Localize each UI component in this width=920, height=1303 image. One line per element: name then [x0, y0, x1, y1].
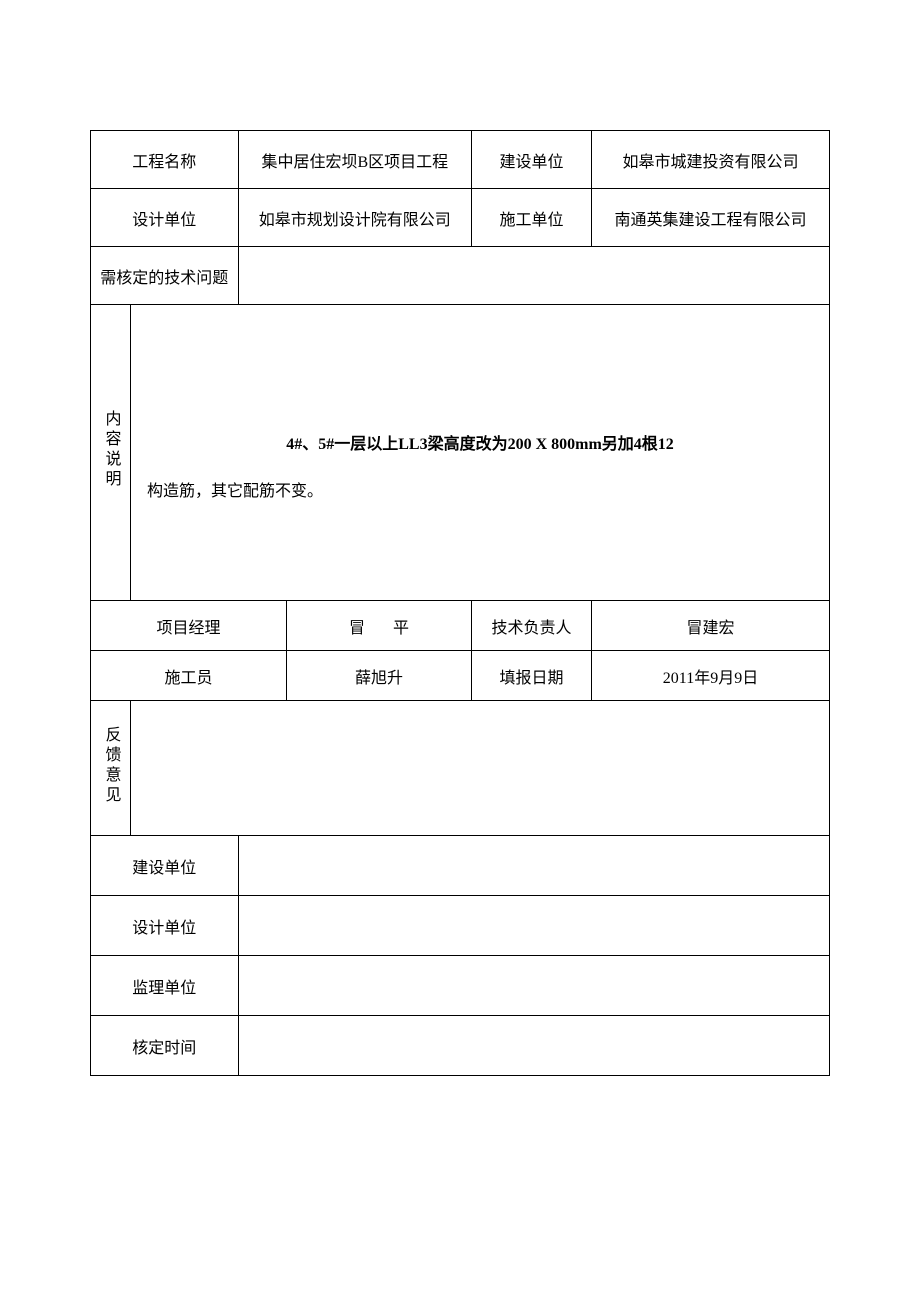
- fb-construction-unit-row: 建设单位: [91, 836, 830, 896]
- fb-construction-unit-label: 建设单位: [91, 836, 239, 896]
- worker-row: 施工员 薛旭升 填报日期 2011年9月9日: [91, 651, 830, 701]
- fb-supervision-unit-row: 监理单位: [91, 956, 830, 1016]
- tech-lead-label: 技术负责人: [472, 601, 592, 651]
- report-date-value: 2011年9月9日: [592, 651, 830, 701]
- worker-label: 施工员: [91, 651, 287, 701]
- fb-confirm-time-value: [238, 1016, 829, 1076]
- fb-supervision-unit-label: 监理单位: [91, 956, 239, 1016]
- project-name-value: 集中居住宏坝B区项目工程: [238, 131, 471, 189]
- fb-construction-unit-value: [238, 836, 829, 896]
- project-name-label: 工程名称: [91, 131, 239, 189]
- fb-supervision-unit-value: [238, 956, 829, 1016]
- fb-design-unit-value: [238, 896, 829, 956]
- contractor-value: 南通英集建设工程有限公司: [592, 189, 830, 247]
- fb-confirm-time-label: 核定时间: [91, 1016, 239, 1076]
- project-name-row: 工程名称 集中居住宏坝B区项目工程 建设单位 如皋市城建投资有限公司: [91, 131, 830, 189]
- design-unit-label: 设计单位: [91, 189, 239, 247]
- content-line-1: 4#、5#一层以上LL3梁高度改为200 X 800mm另加4根12: [147, 426, 813, 464]
- pm-label: 项目经理: [91, 601, 287, 651]
- feedback-row: 反馈意见: [91, 701, 830, 836]
- feedback-label: 反馈意见: [91, 701, 131, 836]
- technical-form-table: 工程名称 集中居住宏坝B区项目工程 建设单位 如皋市城建投资有限公司 设计单位 …: [90, 130, 830, 1076]
- report-date-label: 填报日期: [472, 651, 592, 701]
- pm-row: 项目经理 冒平 技术负责人 冒建宏: [91, 601, 830, 651]
- tech-issue-row: 需核定的技术问题: [91, 247, 830, 305]
- design-unit-row: 设计单位 如皋市规划设计院有限公司 施工单位 南通英集建设工程有限公司: [91, 189, 830, 247]
- construction-unit-value: 如皋市城建投资有限公司: [592, 131, 830, 189]
- fb-confirm-time-row: 核定时间: [91, 1016, 830, 1076]
- fb-design-unit-label: 设计单位: [91, 896, 239, 956]
- content-description-cell: 4#、5#一层以上LL3梁高度改为200 X 800mm另加4根12 构造筋，其…: [131, 305, 830, 601]
- tech-issue-label: 需核定的技术问题: [91, 247, 239, 305]
- worker-value: 薛旭升: [287, 651, 472, 701]
- fb-design-unit-row: 设计单位: [91, 896, 830, 956]
- pm-value: 冒平: [287, 601, 472, 651]
- content-line-2: 构造筋，其它配筋不变。: [147, 473, 813, 511]
- tech-lead-value: 冒建宏: [592, 601, 830, 651]
- design-unit-value: 如皋市规划设计院有限公司: [238, 189, 471, 247]
- feedback-value: [131, 701, 830, 836]
- content-row: 内容说明 4#、5#一层以上LL3梁高度改为200 X 800mm另加4根12 …: [91, 305, 830, 601]
- construction-unit-label: 建设单位: [472, 131, 592, 189]
- contractor-label: 施工单位: [472, 189, 592, 247]
- tech-issue-value: [238, 247, 829, 305]
- content-section-label: 内容说明: [91, 305, 131, 601]
